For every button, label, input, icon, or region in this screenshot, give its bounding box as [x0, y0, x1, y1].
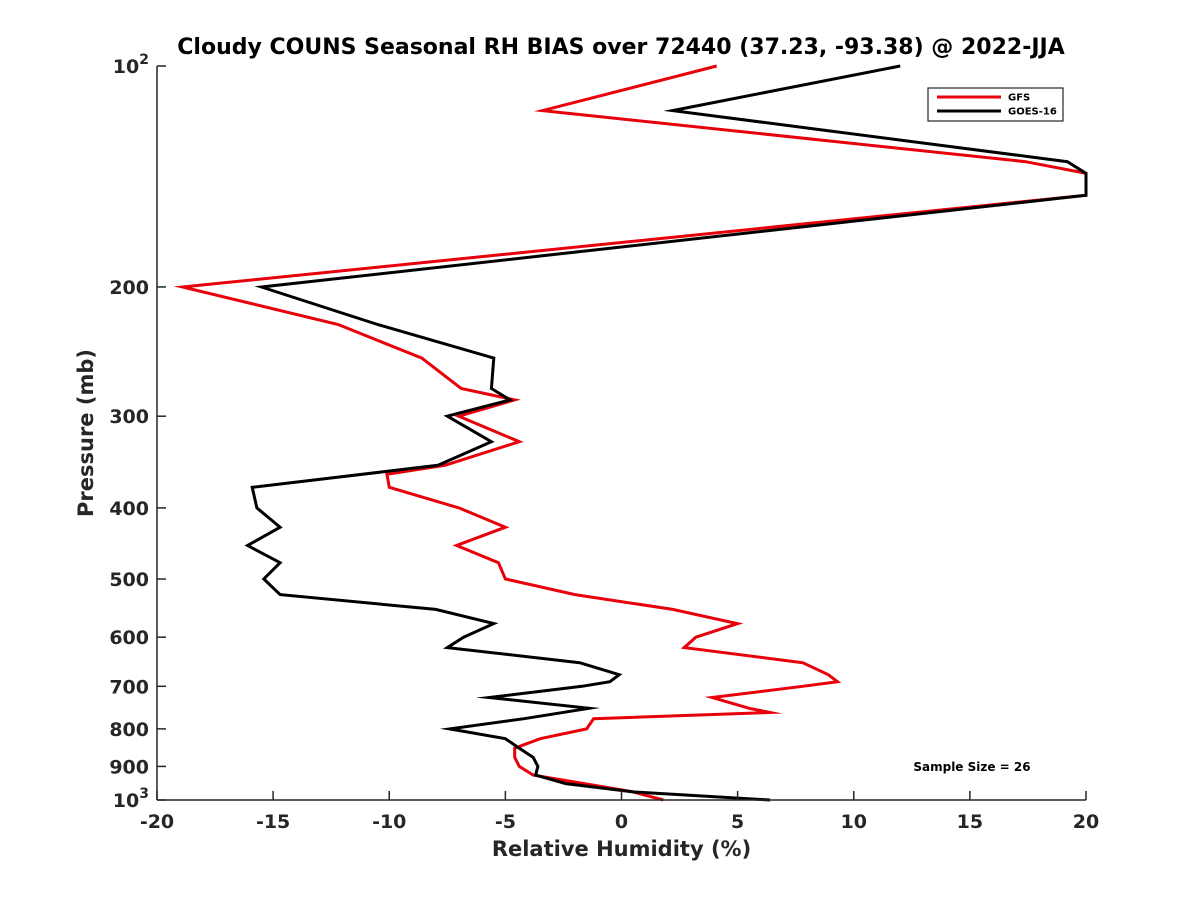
y-tick-label: 600	[109, 627, 149, 649]
x-tick-label: 20	[1073, 811, 1099, 833]
y-tick-label: 300	[109, 406, 149, 428]
x-axis-label: Relative Humidity (%)	[492, 837, 751, 861]
y-axis-label: Pressure (mb)	[74, 349, 98, 517]
y-tick-label: 500	[109, 569, 149, 591]
y-tick-exponent: 3	[139, 786, 149, 802]
x-tick-label: 0	[615, 811, 628, 833]
x-tick-label: 10	[841, 811, 867, 833]
y-tick-exponent: 2	[139, 52, 149, 68]
legend: GFS GOES-16	[927, 87, 1064, 122]
x-tick-label: 15	[957, 811, 983, 833]
y-tick-label: 700	[109, 676, 149, 698]
sample-size-annotation: Sample Size = 26	[913, 760, 1030, 774]
y-tick-base: 10	[113, 56, 139, 78]
legend-box	[927, 87, 1064, 122]
plot-area	[157, 66, 1086, 800]
x-tick-label: -20	[140, 811, 174, 833]
x-ticks: -20 -15 -10 -5 0 5 10 15 20	[140, 791, 1099, 833]
y-tick-label: 800	[109, 719, 149, 741]
y-tick-base: 10	[113, 790, 139, 812]
chart-title: Cloudy COUNS Seasonal RH BIAS over 72440…	[177, 35, 1064, 60]
y-tick-label: 900	[109, 756, 149, 778]
y-tick-label: 102	[113, 52, 149, 78]
y-tick-label: 103	[113, 786, 149, 812]
x-tick-label: -15	[256, 811, 290, 833]
series-line-gfs	[173, 64, 1088, 802]
y-tick-label: 200	[109, 277, 149, 299]
series-layer	[173, 64, 1088, 802]
legend-label-gfs: GFS	[1008, 93, 1030, 104]
x-tick-label: 5	[731, 811, 744, 833]
legend-label-goes-16: GOES-16	[1008, 107, 1057, 118]
series-line-goes-16	[244, 64, 1088, 802]
x-tick-label: -10	[372, 811, 406, 833]
x-tick-label: -5	[495, 811, 516, 833]
y-tick-label: 400	[109, 498, 149, 520]
